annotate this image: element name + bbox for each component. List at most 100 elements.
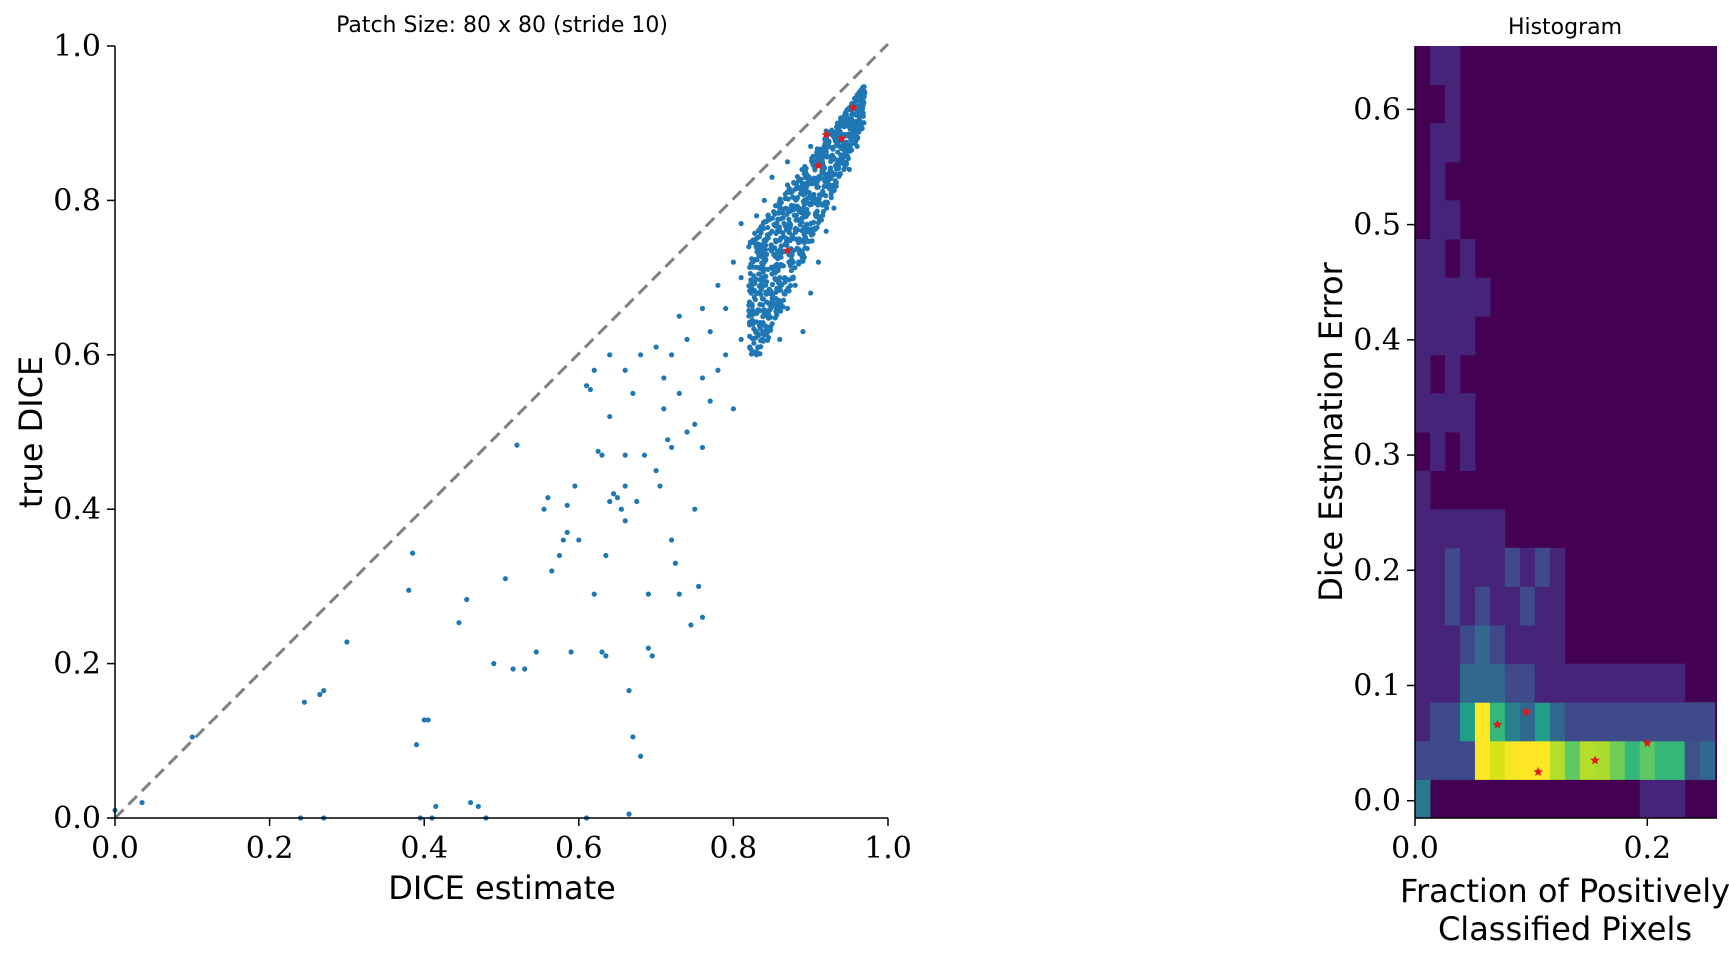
histogram-cell [1474, 509, 1491, 549]
histogram-cell [1429, 161, 1446, 201]
scatter-point [756, 246, 762, 252]
scatter-point [796, 246, 802, 253]
scatter-point [832, 178, 839, 184]
scatter-point [760, 320, 766, 326]
scatter-point [630, 734, 636, 740]
scatter-point [661, 406, 667, 412]
histogram-cell [1579, 702, 1596, 742]
histogram-cell [1459, 509, 1476, 549]
scatter-point [829, 132, 835, 138]
scatter-point [730, 259, 737, 265]
scatter-point [622, 483, 628, 489]
scatter-point [817, 200, 823, 206]
scatter-point [802, 163, 808, 170]
scatter-point [788, 190, 794, 196]
scatter-point [752, 335, 759, 341]
y-tick-label: 0.6 [53, 338, 101, 373]
scatter-point [761, 197, 767, 203]
histogram-cell [1534, 586, 1551, 626]
histogram-cell [1459, 239, 1476, 279]
histogram-cell [1624, 663, 1641, 703]
scatter-point [852, 140, 858, 147]
histogram-cell [1549, 625, 1566, 665]
histogram-cell [1429, 702, 1446, 742]
scatter-point [760, 338, 766, 344]
scatter-point [748, 290, 754, 296]
scatter-point [591, 591, 597, 597]
histogram-cell [1609, 702, 1626, 742]
scatter-point [321, 688, 327, 694]
scatter-point [783, 288, 789, 294]
scatter-point [738, 336, 744, 342]
scatter-point [787, 262, 793, 269]
histogram-cell [1549, 586, 1566, 626]
histogram-cell [1415, 316, 1431, 356]
histogram-cell [1549, 547, 1566, 587]
scatter-point [860, 90, 866, 97]
scatter-point [831, 205, 837, 211]
scatter-point [747, 240, 754, 246]
scatter-point [568, 649, 574, 655]
histogram-cell [1594, 702, 1611, 742]
y-tick-label: 0.0 [53, 801, 101, 836]
histogram-cell [1684, 740, 1701, 780]
scatter-point [793, 180, 800, 186]
scatter-point [754, 290, 760, 296]
scatter-point [772, 276, 778, 282]
histogram-cell [1474, 702, 1491, 742]
scatter-point [777, 196, 783, 202]
scatter-point [799, 254, 805, 260]
scatter-point [770, 292, 776, 298]
histogram-cell [1489, 625, 1506, 665]
scatter-point [723, 352, 729, 358]
scatter-point [775, 280, 782, 286]
scatter-point [622, 452, 628, 458]
scatter-point [583, 383, 590, 389]
scatter-point [707, 398, 713, 404]
histogram-cell [1429, 740, 1446, 780]
scatter-point [751, 340, 757, 346]
scatter-point [510, 666, 516, 672]
histogram-cell [1429, 123, 1446, 163]
scatter-point [344, 639, 350, 645]
scatter-point [676, 313, 682, 319]
scatter-point [707, 329, 713, 335]
scatter-point [759, 260, 765, 266]
scatter-point [502, 576, 508, 582]
scatter-point [828, 173, 834, 179]
scatter-point [761, 307, 767, 313]
scatter-point [645, 645, 651, 651]
scatter-point [824, 205, 830, 211]
histogram-cell [1429, 239, 1446, 279]
scatter-point [787, 222, 794, 228]
x-tick-label: 0.8 [710, 831, 758, 866]
scatter-point [758, 344, 764, 350]
scatter-point [786, 216, 792, 222]
scatter-point [817, 146, 823, 152]
scatter-point [770, 266, 776, 272]
scatter-point [406, 587, 412, 593]
scatter-point [786, 185, 792, 192]
scatter-point [855, 118, 862, 124]
scatter-point [810, 162, 816, 168]
histogram-cell [1459, 432, 1476, 472]
histogram-cell [1429, 200, 1446, 240]
histogram-cell [1519, 702, 1536, 742]
histogram-cell [1444, 277, 1461, 317]
scatter-point [676, 390, 682, 396]
histogram-cell [1624, 740, 1641, 780]
scatter-x-ticks: 0.0 0.2 0.4 0.6 0.8 1.0 [91, 818, 912, 866]
scatter-point [823, 228, 829, 234]
scatter-point [798, 184, 805, 191]
scatter-point [828, 185, 834, 191]
x-tick-label: 0.4 [400, 831, 448, 866]
histogram-cell [1699, 702, 1716, 742]
histogram-cell [1429, 663, 1446, 703]
scatter-point [668, 537, 675, 543]
scatter-highlight-point [848, 102, 858, 112]
histogram-cell [1654, 740, 1671, 780]
y-tick-label: 0.1 [1353, 668, 1401, 703]
scatter-point [760, 254, 766, 261]
scatter-point [816, 192, 823, 198]
scatter-point [139, 799, 145, 806]
